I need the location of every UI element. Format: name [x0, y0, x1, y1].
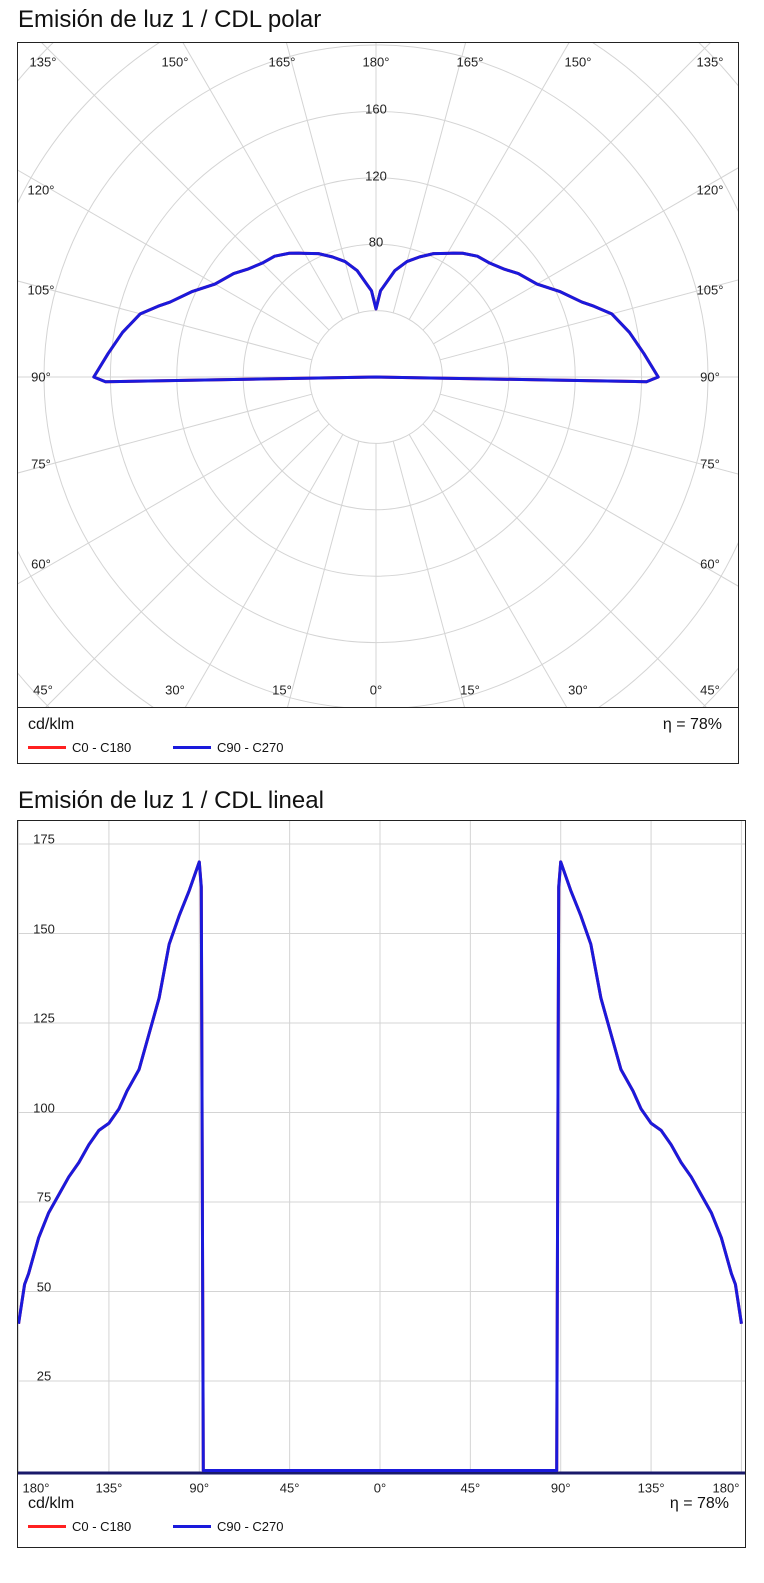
linear-legend: cd/klm η = 78% C0 - C180 C90 - C270: [18, 1493, 745, 1547]
x-tick-label: 90°: [550, 1480, 571, 1496]
ring-label: 80: [368, 234, 384, 250]
polar-spoke: [440, 279, 738, 361]
x-tick-label: 180°: [22, 1480, 50, 1496]
angle-label: 165°: [456, 54, 484, 70]
angle-label: 90°: [31, 369, 51, 385]
x-tick-label: 180°: [712, 1480, 740, 1496]
legend-label: C0 - C180: [72, 1519, 132, 1534]
polar-ring: [18, 43, 738, 708]
polar-spoke: [408, 43, 570, 320]
linear-plot: [18, 821, 745, 1475]
x-tick-label: 90°: [189, 1480, 210, 1496]
polar-spoke: [18, 280, 312, 361]
y-tick-label: 175: [33, 831, 55, 847]
unit-label: cd/klm: [28, 716, 75, 733]
polar-spoke: [182, 43, 344, 320]
efficiency-label: η = 78%: [669, 1495, 729, 1512]
legend-label: C90 - C270: [217, 1519, 284, 1534]
linear-curve-C90-C270: [18, 860, 743, 1472]
polar-spoke: [422, 43, 711, 331]
y-tick-label: 100: [33, 1100, 55, 1115]
legend-label: C0 - C180: [72, 740, 132, 755]
polar-spoke: [41, 43, 330, 331]
y-tick-label: 150: [33, 921, 55, 936]
angle-label: 45°: [700, 682, 720, 698]
legend-c0-c180: C0 - C180: [28, 1519, 131, 1534]
legend-swatch-red: [28, 746, 66, 749]
polar-chart: 80 120 160 135° 150° 165° 180° 165° 150° 135° 45° 3…: [17, 42, 739, 764]
linear-chart: 175 150 125 100 75 50 25 180° 135° 90° 45° 0° 45° 90°…: [17, 820, 746, 1548]
y-tick-label: 125: [33, 1010, 55, 1026]
angle-label: 105°: [27, 282, 55, 298]
angle-label: 180°: [362, 54, 390, 70]
legend-swatch-blue: [173, 746, 211, 749]
angle-label: 90°: [700, 369, 720, 385]
polar-spoke: [433, 167, 738, 345]
ring-label: 120: [365, 168, 387, 184]
x-tick-label: 135°: [95, 1480, 123, 1496]
angle-label: 30°: [165, 682, 185, 698]
x-tick-label: 135°: [637, 1480, 665, 1496]
polar-spoke: [408, 434, 568, 708]
efficiency-label: η = 78%: [662, 716, 722, 733]
angle-label: 135°: [696, 54, 724, 70]
legend-c90-c270: C90 - C270: [173, 740, 283, 755]
polar-spoke: [392, 441, 466, 708]
polar-plot: [18, 43, 738, 708]
polar-spoke: [44, 423, 330, 708]
angle-label: 120°: [27, 182, 55, 198]
polar-spoke: [18, 409, 319, 585]
angle-label: 105°: [696, 282, 724, 298]
polar-spoke: [18, 393, 312, 474]
angle-label: 75°: [31, 456, 51, 472]
angle-label: 150°: [564, 54, 592, 70]
angle-label: 75°: [700, 456, 720, 472]
angle-label: 150°: [161, 54, 189, 70]
y-tick-label: 75: [36, 1189, 52, 1205]
polar-spoke: [286, 441, 360, 708]
angle-label: 15°: [460, 682, 480, 698]
x-tick-label: 45°: [460, 1480, 481, 1496]
legend-c90-c270: C90 - C270: [173, 1519, 283, 1534]
legend-c0-c180: C0 - C180: [28, 740, 131, 755]
polar-legend: cd/klm η = 78% C0 - C180 C90 - C270: [18, 707, 738, 764]
angle-label: 120°: [696, 182, 724, 198]
polar-spoke: [440, 393, 738, 475]
linear-title: Emisión de luz 1 / CDL lineal: [18, 787, 324, 814]
polar-spoke: [285, 43, 360, 313]
x-tick-label: 45°: [279, 1480, 300, 1496]
angle-label: 30°: [568, 682, 588, 698]
y-tick-label: 25: [36, 1368, 52, 1384]
legend-swatch-red: [28, 1525, 66, 1528]
legend-swatch-blue: [173, 1525, 211, 1528]
angle-label: 165°: [268, 54, 296, 70]
ring-label: 160: [365, 101, 387, 117]
angle-label: 45°: [33, 682, 53, 698]
polar-spoke: [18, 169, 319, 345]
polar-spoke: [433, 409, 738, 587]
polar-curve-C90-C270: [92, 251, 660, 384]
polar-spoke: [422, 423, 708, 708]
polar-ring: [18, 43, 738, 708]
angle-label: 60°: [700, 556, 720, 572]
angle-label: 135°: [29, 54, 57, 70]
unit-label: cd/klm: [28, 1495, 75, 1512]
angle-label: 15°: [272, 682, 292, 698]
angle-label: 60°: [31, 556, 51, 572]
y-tick-label: 50: [36, 1279, 52, 1294]
angle-label: 0°: [369, 682, 383, 698]
x-tick-label: 0°: [373, 1480, 387, 1496]
polar-spoke: [184, 434, 344, 708]
polar-title: Emisión de luz 1 / CDL polar: [18, 6, 322, 33]
polar-spoke: [392, 43, 467, 313]
legend-label: C90 - C270: [217, 740, 284, 755]
